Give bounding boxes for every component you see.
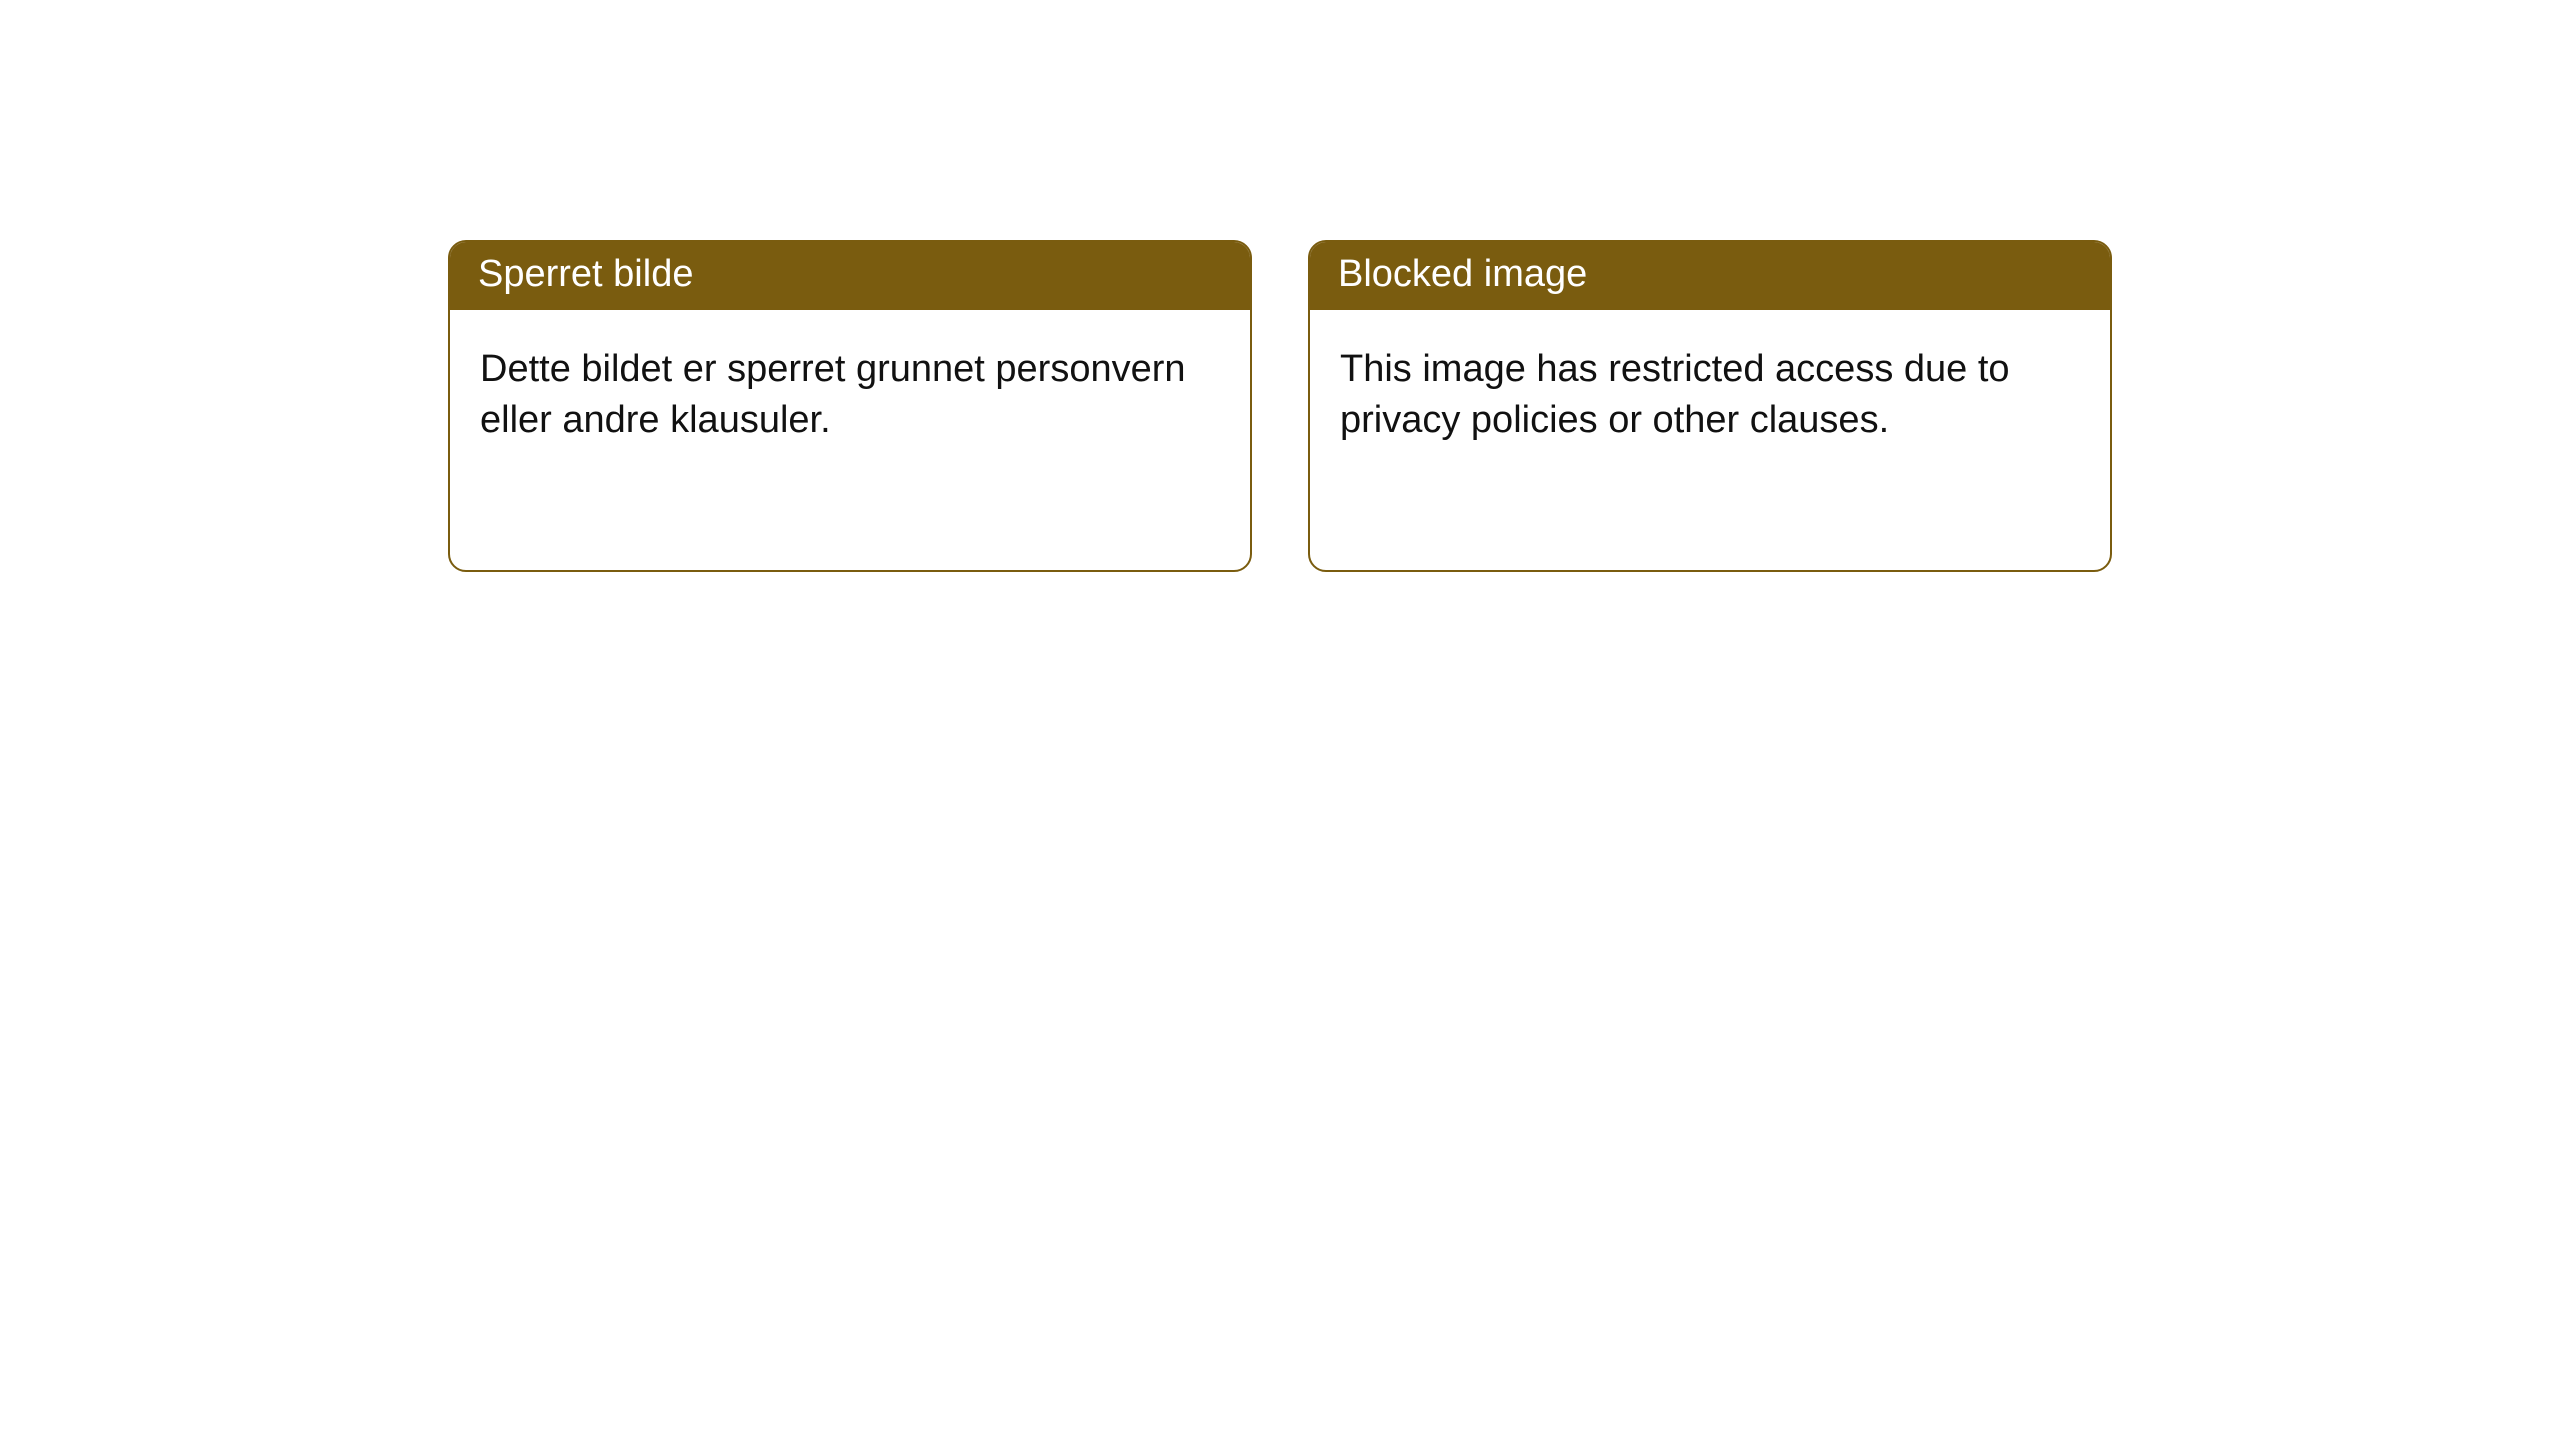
notice-title: Sperret bilde: [450, 242, 1250, 310]
notice-card-english: Blocked image This image has restricted …: [1308, 240, 2112, 572]
notice-container: Sperret bilde Dette bildet er sperret gr…: [0, 0, 2560, 572]
notice-title: Blocked image: [1310, 242, 2110, 310]
notice-card-norwegian: Sperret bilde Dette bildet er sperret gr…: [448, 240, 1252, 572]
notice-body: This image has restricted access due to …: [1310, 310, 2110, 570]
notice-body: Dette bildet er sperret grunnet personve…: [450, 310, 1250, 570]
